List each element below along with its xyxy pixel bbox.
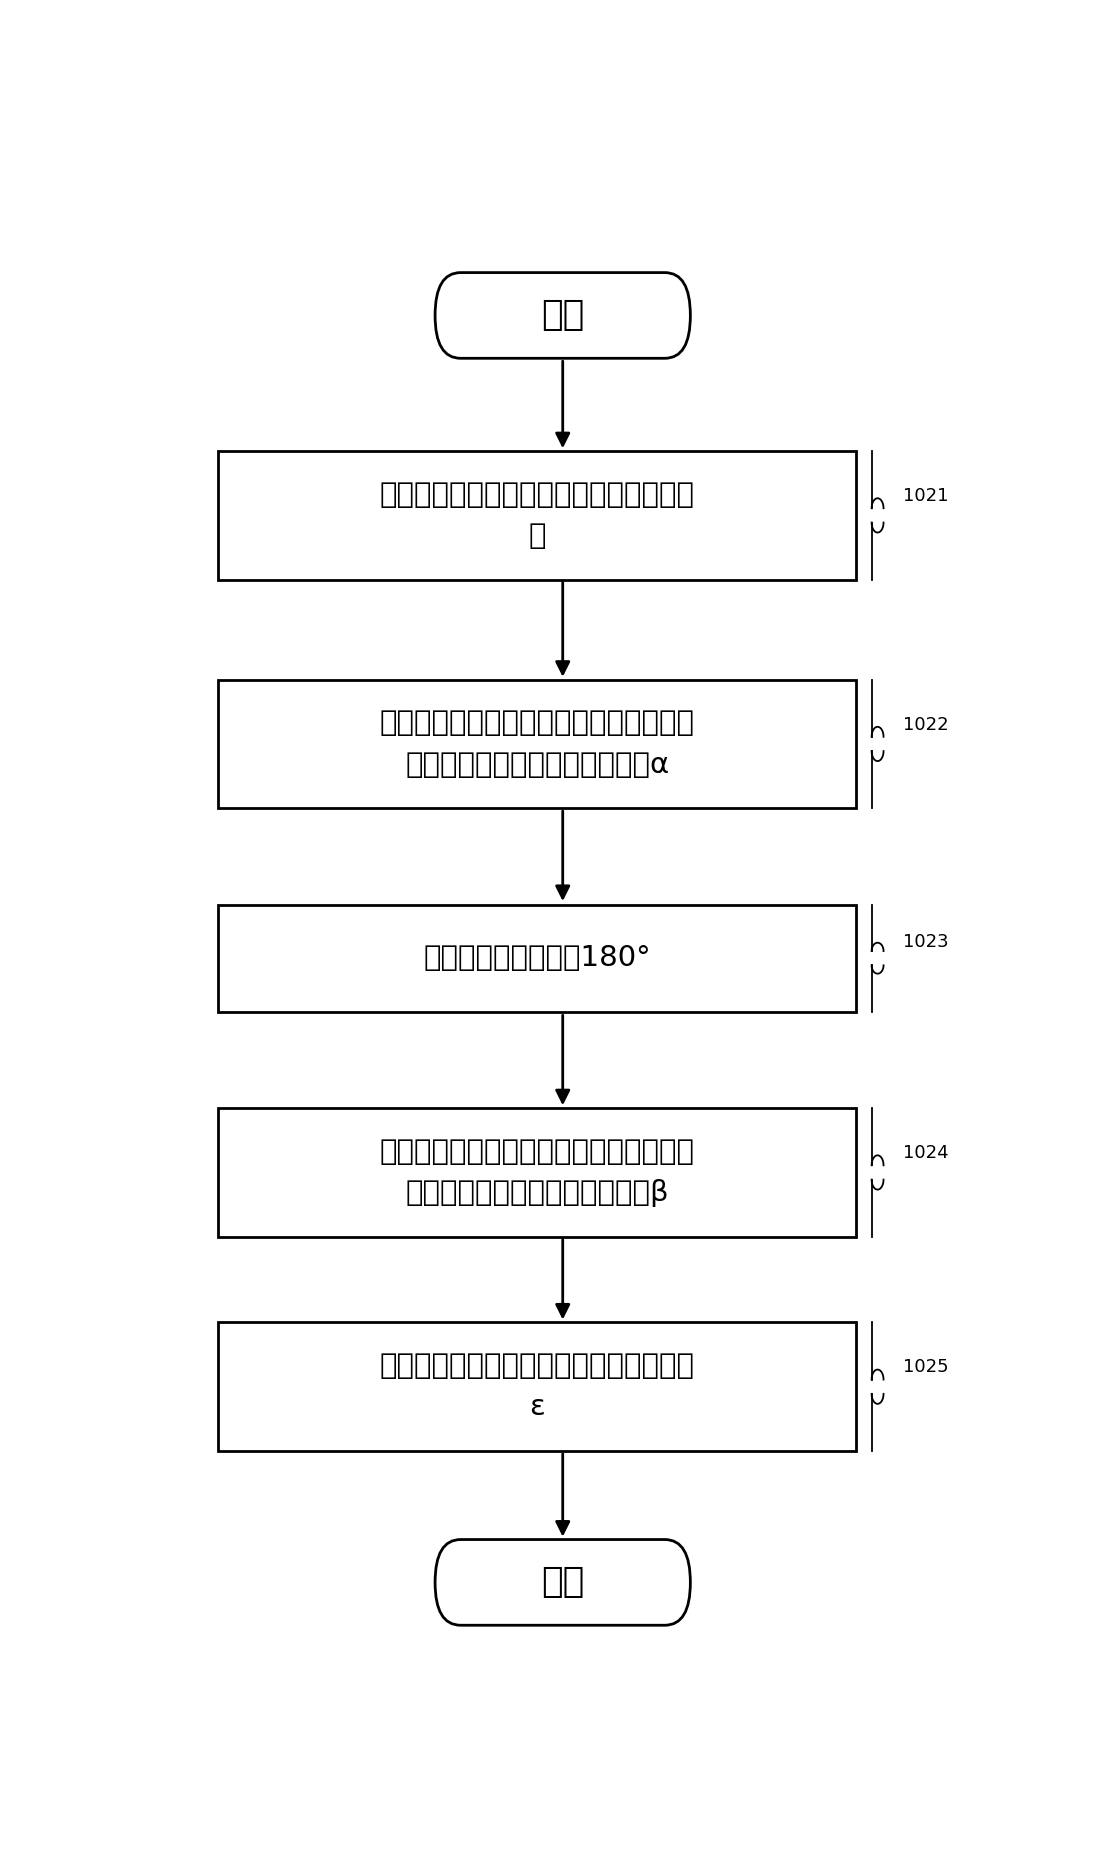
Text: 结束: 结束 xyxy=(541,1566,584,1599)
Text: 1025: 1025 xyxy=(903,1358,949,1376)
FancyBboxPatch shape xyxy=(435,1540,691,1625)
Bar xyxy=(219,1323,856,1451)
Bar xyxy=(219,451,856,579)
Text: 控制第一关节轴转动180°: 控制第一关节轴转动180° xyxy=(424,944,651,972)
Text: 1024: 1024 xyxy=(903,1145,949,1163)
Text: 根据第一测倾传感器的第一测量参数，获
取大臂与标准水平面的第一夹角α: 根据第一测倾传感器的第一测量参数，获 取大臂与标准水平面的第一夹角α xyxy=(380,709,695,779)
Text: 控制大臂与标准水平面的夹角为第三夹角
ε: 控制大臂与标准水平面的夹角为第三夹角 ε xyxy=(380,1352,695,1421)
FancyBboxPatch shape xyxy=(435,273,691,358)
Bar xyxy=(219,679,856,809)
Bar xyxy=(219,905,856,1011)
Text: 1023: 1023 xyxy=(903,933,949,952)
Text: 根据第一测倾传感器的第二测量参数，获
取大臂与标准水平面的第二夹角β: 根据第一测倾传感器的第二测量参数，获 取大臂与标准水平面的第二夹角β xyxy=(380,1137,695,1208)
Text: 1022: 1022 xyxy=(903,716,949,735)
Bar xyxy=(219,1107,856,1237)
Text: 开始: 开始 xyxy=(541,299,584,332)
Text: 在机器人本体的大臂上安装第一测倾传感
器: 在机器人本体的大臂上安装第一测倾传感 器 xyxy=(380,480,695,551)
Text: 1021: 1021 xyxy=(903,488,949,505)
